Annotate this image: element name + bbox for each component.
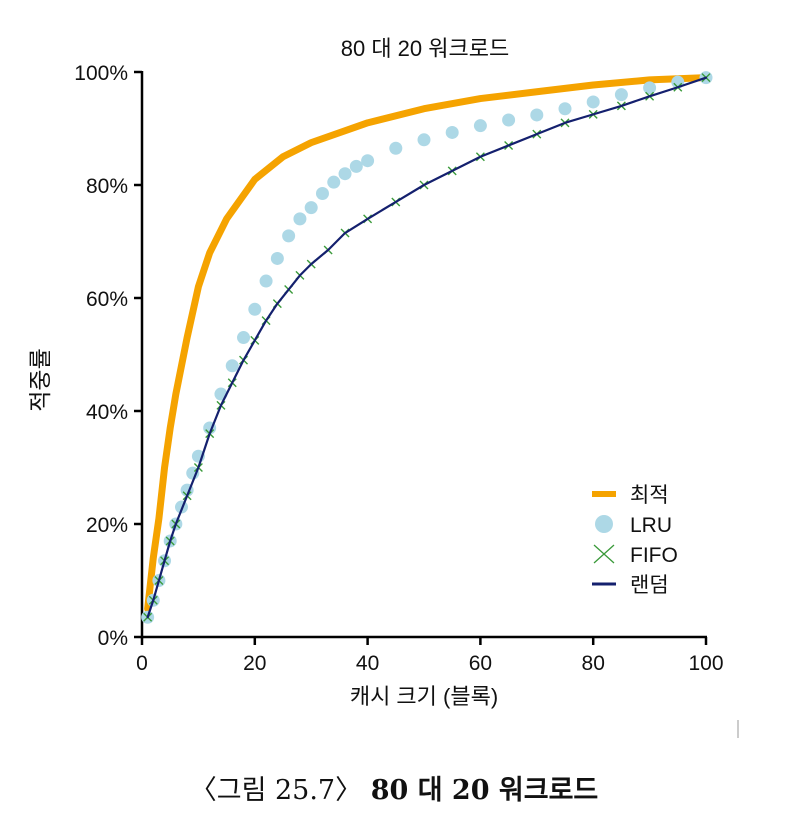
series-random [146,76,708,619]
series-lru [141,71,713,624]
chart-title: 80 대 20 워크로드 [341,36,509,61]
data-point [614,88,628,102]
x-tick-label: 60 [469,652,492,675]
legend-swatch [595,515,613,533]
y-axis-label: 적중률 [27,348,53,411]
figure-caption: 〈그림 25.7〉 80 대 20 워크로드 [0,768,788,807]
legend-item: 최적 [592,484,669,507]
legend-swatch [593,544,615,564]
data-point [327,175,341,189]
caption-title: 80 대 20 워크로드 [370,775,599,806]
series-fifo [143,73,711,622]
series-optimal [144,74,710,613]
legend-item: LRU [595,514,672,537]
data-point [237,331,251,345]
y-tick-label: 80% [86,175,128,198]
caption-prefix: 〈그림 25.7〉 [189,775,363,806]
data-point [417,133,431,147]
data-point [270,251,284,265]
legend-item: 랜덤 [592,574,669,597]
data-point [473,119,487,133]
x-tick-label: 40 [356,652,379,675]
x-tick-label: 20 [243,652,266,675]
data-point [530,108,544,122]
x-tick-label: 100 [688,652,723,675]
x-tick-label: 0 [136,652,148,675]
data-point [389,141,403,155]
data-point [643,81,657,95]
legend: 최적 LRU FIFO 랜덤 [592,484,678,597]
data-point [558,102,572,116]
y-tick-label: 60% [86,288,128,311]
data-point [445,125,459,139]
x-tick-label: 80 [582,652,605,675]
data-point [349,159,363,173]
legend-label: LRU [630,514,672,537]
data-point [502,113,516,127]
legend-label: 랜덤 [630,574,669,597]
y-tick-label: 100% [74,62,128,85]
data-point [259,274,273,288]
y-tick-label: 40% [86,401,128,424]
y-tick-label: 0% [98,627,128,650]
y-tick-label: 20% [86,514,128,537]
data-point [293,212,307,226]
legend-label: FIFO [630,544,678,567]
series-line [146,76,708,619]
data-point [282,229,296,243]
series-group [141,71,713,624]
legend-item: FIFO [593,544,678,567]
data-point [361,154,375,168]
data-point [338,167,352,181]
data-point [315,186,329,200]
data-point [248,302,262,316]
series-line [144,74,710,613]
data-point [586,95,600,109]
x-axis-label: 캐시 크기 (블록) [350,684,498,709]
data-point [304,201,318,215]
legend-label: 최적 [630,484,669,507]
data-point [225,359,239,373]
axes: 0 20 40 60 80 100 0% 20% 40% 60% 80% 100% [74,62,723,675]
